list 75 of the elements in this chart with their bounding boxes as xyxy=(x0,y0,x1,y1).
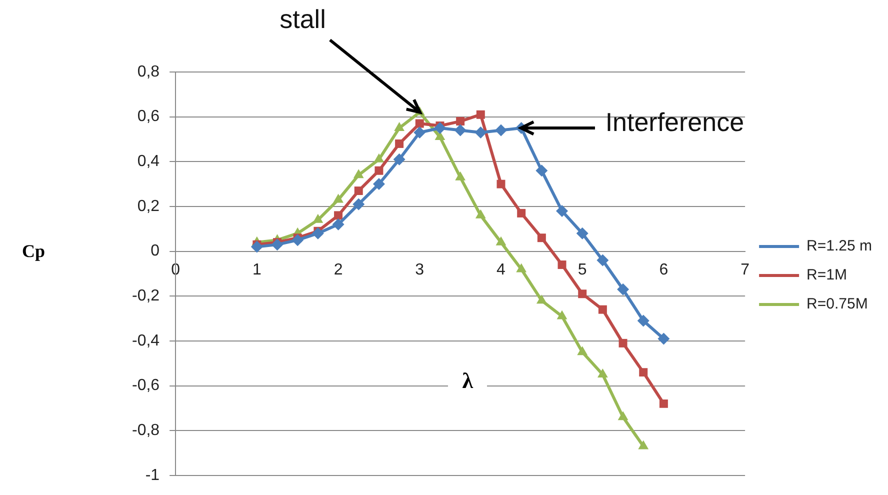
point xyxy=(333,194,344,203)
point xyxy=(558,260,566,269)
point xyxy=(639,368,648,377)
annotation: stall xyxy=(280,4,326,35)
point xyxy=(374,153,384,162)
point xyxy=(537,234,546,242)
point xyxy=(456,117,465,126)
y-tick-label: 0,2 xyxy=(137,198,160,215)
point xyxy=(476,110,485,119)
point xyxy=(374,166,384,175)
point xyxy=(577,346,588,356)
y-tick-label: 0,8 xyxy=(137,63,160,80)
point xyxy=(475,209,486,218)
x-tick-label: 5 xyxy=(578,261,587,278)
legend-label: R=0.75M xyxy=(806,296,868,313)
point xyxy=(596,254,609,266)
point xyxy=(434,122,446,134)
y-axis-title: Cp xyxy=(22,241,46,262)
point xyxy=(332,218,344,230)
point xyxy=(395,139,404,148)
x-tick-label: 3 xyxy=(415,261,424,278)
point xyxy=(250,240,263,253)
x-tick-label: 2 xyxy=(334,261,343,278)
point xyxy=(517,208,526,218)
point xyxy=(474,126,487,139)
point xyxy=(394,122,404,132)
point xyxy=(618,411,628,420)
point xyxy=(556,310,568,320)
x-axis-title: λ xyxy=(448,368,488,394)
point xyxy=(556,204,568,217)
x-tick-label: 4 xyxy=(496,261,506,278)
y-tick-label: -0,6 xyxy=(132,377,160,394)
point xyxy=(618,338,628,348)
point xyxy=(372,178,385,190)
y-tick-label: -0,2 xyxy=(132,288,160,305)
y-tick-label: -0,8 xyxy=(132,422,160,439)
point xyxy=(637,314,650,327)
y-tick-label: -0,4 xyxy=(132,332,160,350)
point xyxy=(454,124,466,136)
x-tick-label: 6 xyxy=(659,261,668,278)
point xyxy=(536,294,547,304)
point xyxy=(354,186,363,196)
point xyxy=(415,119,424,128)
point xyxy=(536,164,548,177)
point xyxy=(414,126,426,139)
point xyxy=(292,234,304,246)
point xyxy=(312,214,324,223)
point xyxy=(494,124,507,136)
y-tick-label: 0 xyxy=(150,242,160,260)
point xyxy=(271,238,284,251)
point xyxy=(578,290,587,298)
y-tick-label: -1 xyxy=(145,466,160,484)
point xyxy=(576,227,588,240)
point xyxy=(334,211,343,220)
point xyxy=(597,368,608,378)
point xyxy=(659,399,668,408)
point xyxy=(353,169,364,178)
x-tick-label: 1 xyxy=(252,261,262,278)
point xyxy=(393,153,406,166)
point xyxy=(638,440,649,450)
y-tick-label: 0,6 xyxy=(137,108,160,126)
point xyxy=(455,171,466,180)
point xyxy=(352,198,365,210)
x-tick-label: 7 xyxy=(740,261,750,278)
annotation: Interference xyxy=(605,107,744,138)
point xyxy=(598,305,607,314)
point xyxy=(312,227,324,240)
legend-label: R=1.25 m xyxy=(806,238,872,255)
point xyxy=(617,283,630,296)
legend-label: R=1M xyxy=(806,266,847,284)
point xyxy=(496,180,506,188)
point xyxy=(516,263,527,272)
point xyxy=(496,236,506,246)
point xyxy=(658,332,670,345)
y-tick-label: 0,4 xyxy=(137,153,160,170)
